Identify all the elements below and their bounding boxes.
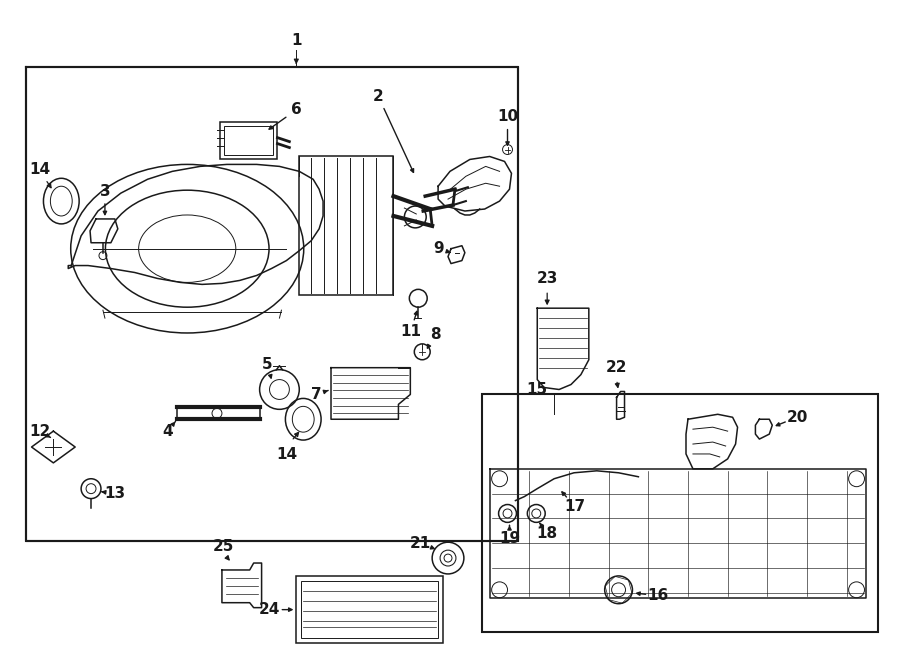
- Bar: [25, 67, 518, 541]
- Text: 5: 5: [262, 357, 273, 372]
- Text: 14: 14: [275, 447, 297, 463]
- Text: 12: 12: [29, 424, 50, 439]
- Text: 15: 15: [526, 382, 548, 397]
- Text: 2: 2: [374, 89, 384, 104]
- Text: 4: 4: [162, 424, 173, 439]
- Text: 10: 10: [497, 109, 518, 124]
- Text: 21: 21: [410, 535, 431, 551]
- Bar: [220, 122, 277, 159]
- Text: 17: 17: [564, 499, 586, 514]
- Text: 23: 23: [536, 271, 558, 286]
- Text: 8: 8: [430, 327, 440, 342]
- Text: 25: 25: [213, 539, 235, 554]
- Bar: [296, 576, 443, 643]
- Text: 14: 14: [29, 162, 50, 177]
- Bar: [302, 581, 438, 639]
- Text: 18: 18: [536, 525, 558, 541]
- Bar: [224, 126, 274, 155]
- Text: 19: 19: [499, 531, 520, 546]
- Text: 1: 1: [291, 33, 302, 48]
- Text: 9: 9: [433, 241, 444, 256]
- Text: 11: 11: [400, 325, 421, 340]
- Text: 3: 3: [100, 184, 110, 199]
- Text: 13: 13: [104, 486, 125, 501]
- Bar: [482, 395, 878, 633]
- Text: 20: 20: [787, 410, 807, 425]
- Text: 22: 22: [606, 360, 627, 375]
- Text: 24: 24: [259, 602, 280, 617]
- Bar: [300, 157, 393, 295]
- Text: 6: 6: [291, 102, 302, 118]
- Text: 7: 7: [310, 387, 321, 402]
- Text: 16: 16: [648, 588, 669, 603]
